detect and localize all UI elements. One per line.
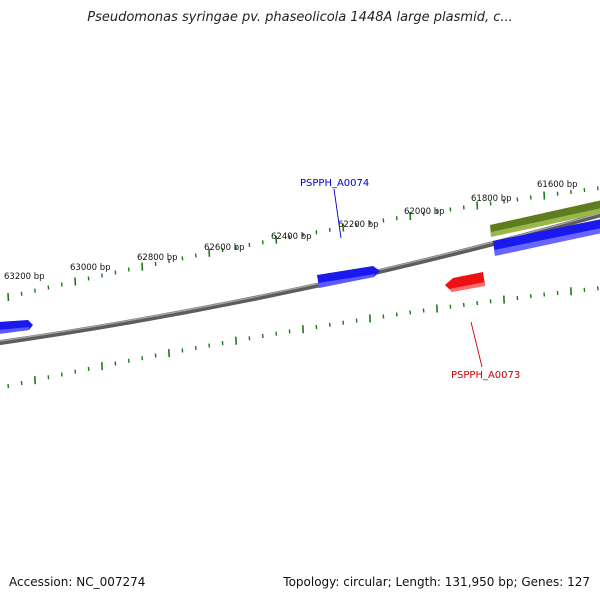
ruler-label-62200: 62200 bp <box>338 220 379 230</box>
ruler-labels: 63200 bp 63000 bp 62800 bp 62600 bp 6240… <box>4 180 578 282</box>
forward-gene-right[interactable] <box>493 219 600 256</box>
callout-line-PSPPH_A0073 <box>470 321 483 368</box>
topology-summary: Topology: circular; Length: 131,950 bp; … <box>283 575 590 589</box>
olive-feature[interactable] <box>490 200 600 237</box>
ruler-label-62400: 62400 bp <box>271 232 312 242</box>
outer-ruler-ticks <box>7 186 599 302</box>
plasmid-backbone-highlight <box>0 212 600 342</box>
ruler-label-62800: 62800 bp <box>137 253 178 263</box>
callout-line-PSPPH_A0074 <box>333 188 342 239</box>
gene-PSPPH_A0074[interactable] <box>317 266 380 288</box>
ruler-label-61600: 61600 bp <box>537 180 578 190</box>
accession-text: Accession: NC_007274 <box>9 575 146 589</box>
gene-label-PSPPH_A0073[interactable]: PSPPH_A0073 <box>451 370 520 381</box>
ruler-label-62600: 62600 bp <box>204 243 245 253</box>
ruler-label-62000: 62000 bp <box>404 207 445 217</box>
forward-gene-left[interactable] <box>0 320 33 334</box>
ruler-label-63200: 63200 bp <box>4 272 45 282</box>
ruler-label-61800: 61800 bp <box>471 194 512 204</box>
gene-label-PSPPH_A0074[interactable]: PSPPH_A0074 <box>300 178 369 189</box>
map-title: Pseudomonas syringae pv. phaseolicola 14… <box>87 10 513 25</box>
gene-PSPPH_A0073[interactable] <box>445 272 485 292</box>
inner-ruler-ticks <box>7 286 599 389</box>
ruler-label-63000: 63000 bp <box>70 263 111 273</box>
